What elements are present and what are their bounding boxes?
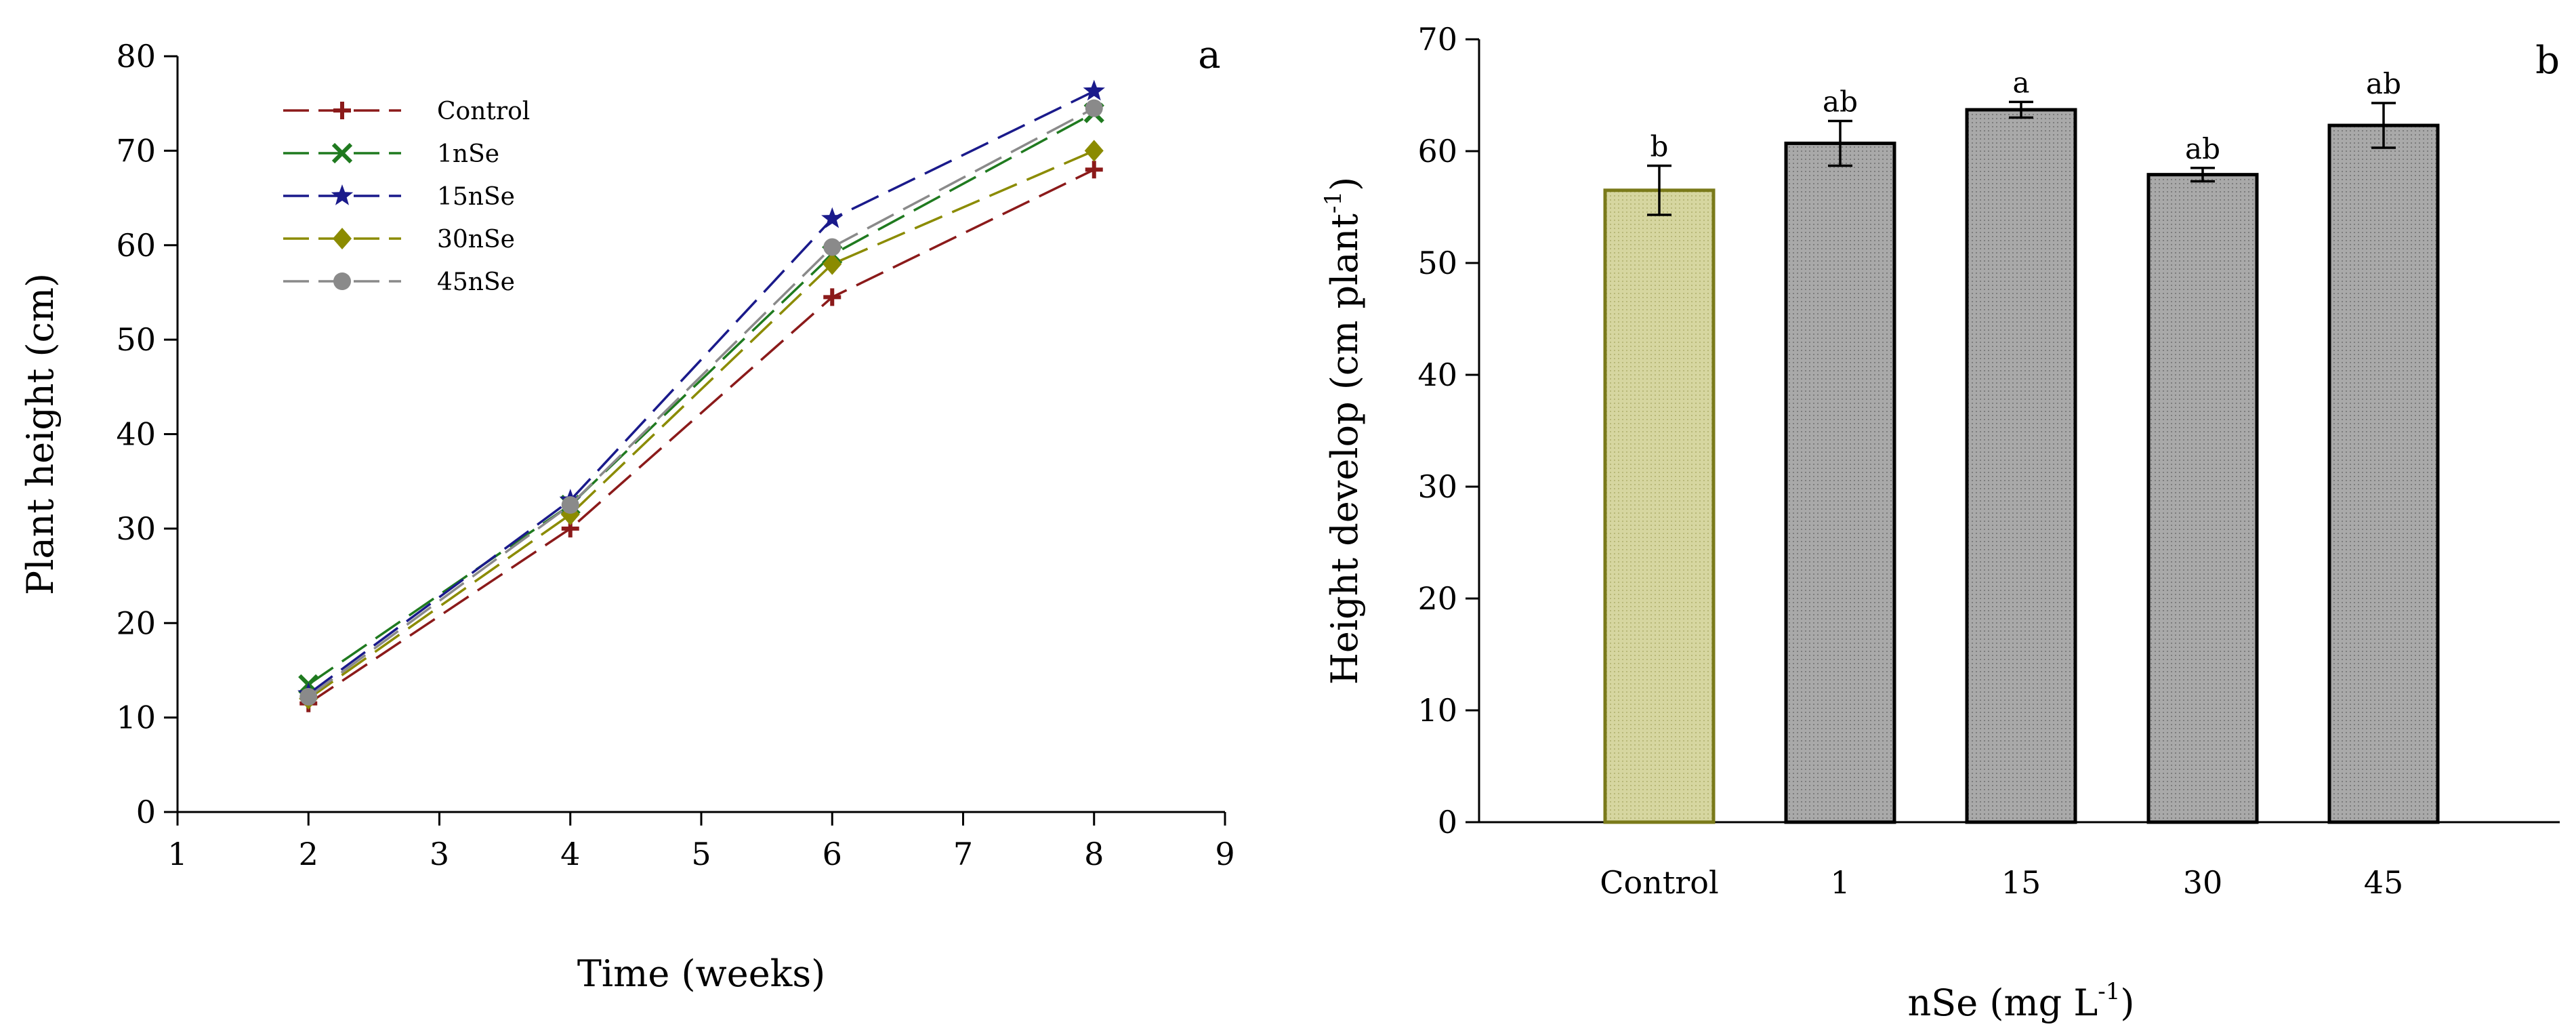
x-axis-title: Time (weeks) (577, 952, 825, 995)
legend-marker (331, 184, 354, 205)
y-axis-title-main: Height develop (cm plant (1323, 214, 1366, 685)
y-tick-label: 0 (1438, 804, 1457, 840)
legend-label: 1nSe (437, 140, 499, 168)
data-point (823, 288, 842, 306)
y-tick-label: 30 (1417, 468, 1457, 505)
series-line (308, 149, 1095, 700)
data-point (1084, 140, 1104, 162)
error-bar (2371, 102, 2396, 149)
x-tick-label: 1 (167, 836, 187, 872)
y-tick-label: 20 (116, 605, 156, 641)
significance-letter: ab (1823, 85, 1858, 118)
series-30nse (299, 140, 1104, 710)
significance-letter: a (2012, 66, 2029, 99)
x-tick-label: 45 (2364, 864, 2404, 901)
data-point (823, 238, 842, 256)
legend-marker (333, 228, 352, 249)
significance-letter: b (1650, 129, 1669, 163)
bar-45 (2327, 123, 2440, 824)
series-line (308, 112, 1095, 686)
x-axis-title-main: nSe (mg L (1908, 981, 2098, 1024)
x-tick-label: 5 (691, 836, 711, 872)
y-tick-label: 10 (1417, 692, 1457, 729)
bar-chart-panel: 0 10 20 30 40 50 60 70 b Control ab 1 a 15 ab 30 ab 45 nSe… (1320, 21, 2560, 1024)
error-bar (2190, 167, 2215, 183)
bar-control (1603, 188, 1716, 824)
x-tick-label: 6 (823, 836, 842, 872)
bar-15 (1965, 108, 2077, 824)
data-point (821, 207, 844, 228)
x-axis-title: nSe (mg L-1) (1908, 978, 2135, 1024)
y-tick-label: 50 (116, 321, 156, 358)
y-tick-label: 80 (116, 38, 156, 75)
data-point (1083, 79, 1105, 101)
series-line (308, 107, 1095, 698)
x-tick-label: 30 (2183, 864, 2223, 901)
legend-marker (333, 102, 351, 119)
bar-1 (1784, 141, 1896, 824)
x-tick-label: 2 (299, 836, 318, 872)
error-bar (1647, 164, 1671, 216)
legend-label: 45nSe (437, 268, 515, 296)
data-point (1085, 99, 1103, 117)
y-tick-label: 40 (116, 416, 156, 453)
panel-label-a: a (1198, 33, 1220, 77)
y-tick-label: 60 (1417, 133, 1457, 169)
x-tick-label: 7 (953, 836, 973, 872)
x-tick-label: 3 (430, 836, 449, 872)
data-point (299, 687, 318, 706)
x-tick-label: 9 (1215, 836, 1234, 872)
legend-marker (331, 142, 353, 164)
series-line (308, 168, 1095, 705)
y-tick-label: 40 (1417, 357, 1457, 393)
y-tick-label: 20 (1417, 580, 1457, 617)
line-chart-panel: 0 10 20 30 40 50 60 70 80 1 2 3 4 5 6 7 8 9 Time (weeks) Pl… (19, 33, 1235, 995)
x-tick-label: 8 (1084, 836, 1104, 872)
legend-label: 30nSe (437, 226, 515, 253)
legend-label: Control (437, 98, 530, 125)
bar-30 (2146, 173, 2259, 824)
legend-marker (333, 272, 351, 290)
data-point (1085, 161, 1103, 179)
data-point (823, 253, 842, 275)
y-axis-title: Height develop (cm plant-1) (1320, 177, 1366, 685)
y-tick-label: 70 (1417, 21, 1457, 58)
series-45nse (299, 99, 1103, 706)
x-tick-label: 1 (1830, 864, 1850, 901)
y-tick-label: 60 (116, 227, 156, 264)
legend: Control 1nSe 15nSe 30nSe 45nSe (283, 98, 530, 296)
series-control (299, 161, 1103, 712)
y-tick-label: 70 (116, 132, 156, 169)
y-axis-title-tail: ) (1323, 177, 1366, 191)
series-line (308, 90, 1095, 695)
x-tick-label: 15 (2001, 864, 2041, 901)
series-1nse (298, 102, 1104, 695)
x-tick-label: 4 (560, 836, 580, 872)
y-tick-label: 50 (1417, 245, 1457, 281)
legend-label: 15nSe (437, 183, 515, 211)
y-axis-title-sup: -1 (1320, 191, 1347, 214)
panel-label-b: b (2535, 39, 2560, 83)
error-bar (2009, 100, 2033, 119)
data-point (561, 496, 579, 514)
y-tick-label: 10 (116, 699, 156, 736)
y-axis-title: Plant height (cm) (19, 273, 62, 595)
y-tick-label: 0 (136, 794, 156, 830)
x-axis-title-sup: -1 (2098, 978, 2120, 1005)
significance-letter: ab (2185, 132, 2220, 165)
significance-letter: ab (2366, 67, 2401, 100)
y-tick-label: 30 (116, 510, 156, 547)
error-bar (1828, 119, 1852, 167)
x-tick-label: Control (1600, 864, 1718, 901)
x-axis-title-tail: ) (2120, 981, 2134, 1024)
